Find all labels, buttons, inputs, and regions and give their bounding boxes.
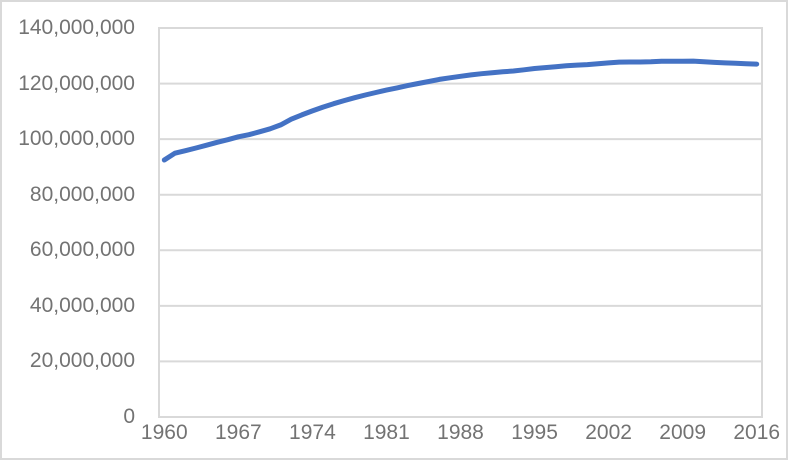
y-axis-tick-label: 140,000,000	[18, 16, 135, 39]
x-axis-tick-label: 1981	[363, 421, 410, 444]
y-axis-tick-label: 60,000,000	[29, 238, 135, 262]
x-axis-tick-label: 2002	[585, 421, 632, 444]
x-axis-tick-label: 1974	[289, 421, 336, 444]
y-axis-tick-label: 0	[123, 405, 135, 428]
x-axis-tick-label: 2016	[733, 421, 781, 444]
y-axis-tick-label: 40,000,000	[29, 293, 135, 317]
plot-area-border	[158, 27, 763, 418]
x-axis-tick-label: 2009	[659, 421, 707, 444]
population-series-line	[161, 58, 760, 163]
y-axis-tick-label: 100,000,000	[18, 127, 135, 151]
x-axis-tick-label: 1988	[437, 421, 484, 444]
y-axis-tick-label: 20,000,000	[29, 349, 135, 373]
gridlines	[159, 82, 762, 363]
x-axis-tick-label: 1967	[214, 421, 262, 444]
y-axis-tick-label: 80,000,000	[29, 182, 135, 206]
y-axis-tick-label: 120,000,000	[18, 71, 135, 95]
x-axis-tick-label: 1995	[511, 421, 558, 444]
x-axis-tick-label: 1960	[140, 421, 188, 444]
